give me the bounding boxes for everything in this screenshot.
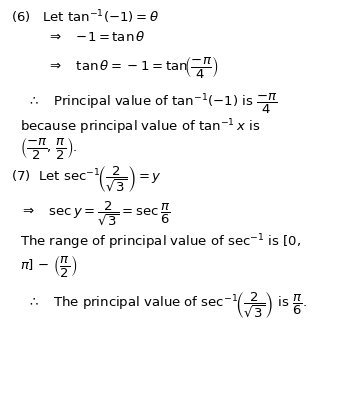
- Text: $\left(\dfrac{-\pi}{2},\,\dfrac{\pi}{2}\right).$: $\left(\dfrac{-\pi}{2},\,\dfrac{\pi}{2}\…: [20, 135, 77, 161]
- Text: because principal value of $\mathrm{tan}^{-1}\,x$ is: because principal value of $\mathrm{tan}…: [20, 117, 260, 137]
- Text: $\therefore$   The principal value of $\mathrm{sec}^{-1}\!\left(\dfrac{2}{\sqrt{: $\therefore$ The principal value of $\ma…: [27, 290, 307, 320]
- Text: $\Rightarrow$   $-1 = \mathrm{tan}\,\theta$: $\Rightarrow$ $-1 = \mathrm{tan}\,\theta…: [47, 30, 145, 44]
- Text: (7)  Let $\mathrm{sec}^{-1}\!\left(\dfrac{2}{\sqrt{3}}\right) = y$: (7) Let $\mathrm{sec}^{-1}\!\left(\dfrac…: [11, 164, 162, 194]
- Text: $\Rightarrow$   $\mathrm{tan}\,\theta = -1 = \mathrm{tan}\!\left(\dfrac{-\pi}{4}: $\Rightarrow$ $\mathrm{tan}\,\theta = -1…: [47, 54, 219, 80]
- Text: $\therefore$   Principal value of $\mathrm{tan}^{-1}(-1)$ is $\dfrac{-\pi}{4}$: $\therefore$ Principal value of $\mathrm…: [27, 92, 278, 116]
- Text: The range of principal value of $\mathrm{sec}^{-1}$ is $[0,$: The range of principal value of $\mathrm…: [20, 233, 301, 252]
- Text: (6)   Let $\mathrm{tan}^{-1}(-1) = \theta$: (6) Let $\mathrm{tan}^{-1}(-1) = \theta$: [11, 9, 159, 26]
- Text: $\pi]\,-\,\left(\dfrac{\pi}{2}\right)$: $\pi]\,-\,\left(\dfrac{\pi}{2}\right)$: [20, 253, 77, 279]
- Text: $\Rightarrow$   $\mathrm{sec}\,y = \dfrac{2}{\sqrt{3}} = \mathrm{sec}\,\dfrac{\p: $\Rightarrow$ $\mathrm{sec}\,y = \dfrac{…: [20, 200, 170, 228]
